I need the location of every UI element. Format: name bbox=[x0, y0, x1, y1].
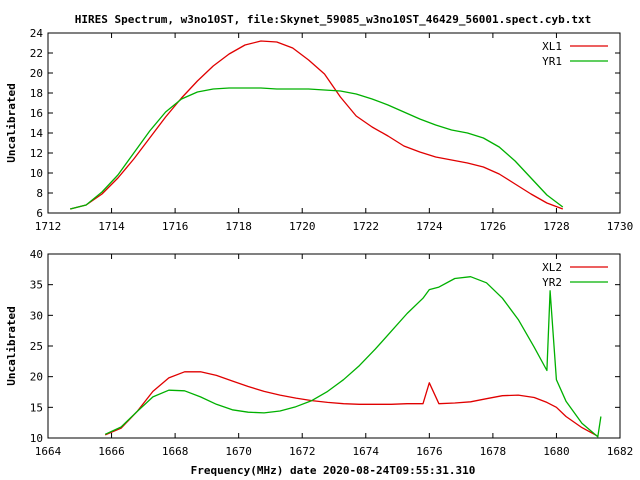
y-tick-label: 18 bbox=[30, 87, 43, 100]
x-tick-label: 1712 bbox=[35, 220, 62, 233]
x-tick-label: 1676 bbox=[416, 445, 443, 458]
x-tick-label: 1730 bbox=[607, 220, 634, 233]
x-tick-label: 1682 bbox=[607, 445, 634, 458]
y-tick-label: 20 bbox=[30, 67, 43, 80]
legend-label: XL2 bbox=[542, 261, 562, 274]
y-tick-label: 10 bbox=[30, 432, 43, 445]
figure-title: HIRES Spectrum, w3no10ST, file:Skynet_59… bbox=[75, 13, 592, 26]
y-tick-label: 20 bbox=[30, 371, 43, 384]
x-axis-label: Frequency(MHz) date 2020-08-24T09:55:31.… bbox=[191, 464, 476, 477]
y-tick-label: 14 bbox=[30, 127, 44, 140]
y-tick-label: 30 bbox=[30, 309, 43, 322]
x-tick-label: 1680 bbox=[543, 445, 570, 458]
x-tick-label: 1722 bbox=[353, 220, 380, 233]
series-line-xl2 bbox=[104, 371, 599, 437]
x-tick-label: 1668 bbox=[162, 445, 189, 458]
x-tick-label: 1664 bbox=[35, 445, 62, 458]
x-tick-label: 1670 bbox=[225, 445, 252, 458]
y-tick-label: 8 bbox=[36, 187, 43, 200]
x-tick-label: 1714 bbox=[98, 220, 125, 233]
x-tick-label: 1666 bbox=[98, 445, 125, 458]
x-tick-label: 1674 bbox=[353, 445, 380, 458]
y-axis-label: Uncalibrated bbox=[5, 306, 18, 385]
y-tick-label: 22 bbox=[30, 47, 43, 60]
x-tick-label: 1678 bbox=[480, 445, 507, 458]
series-line-xl1 bbox=[70, 40, 564, 210]
top-plot: 1712 1714 1716 1718 1720 1722 1724 1726 1728 1730… bbox=[5, 27, 633, 233]
legend-label: YR1 bbox=[542, 55, 562, 68]
x-tick-label: 1718 bbox=[225, 220, 252, 233]
bottom-plot: 1664 1666 1668 1670 1672 1674 1676 1678 1680 1682… bbox=[5, 248, 633, 458]
y-tick-label: 35 bbox=[30, 279, 43, 292]
x-tick-label: 1720 bbox=[289, 220, 316, 233]
y-tick-label: 12 bbox=[30, 147, 43, 160]
y-tick-label: 16 bbox=[30, 107, 43, 120]
plot-frame bbox=[47, 32, 621, 214]
y-tick-label: 25 bbox=[30, 340, 43, 353]
x-tick-label: 1672 bbox=[289, 445, 316, 458]
legend-label: YR2 bbox=[542, 276, 562, 289]
series-line-yr2 bbox=[104, 276, 602, 438]
y-axis-label: Uncalibrated bbox=[5, 83, 18, 162]
y-tick-label: 10 bbox=[30, 167, 43, 180]
y-tick-label: 6 bbox=[36, 207, 43, 220]
y-tick-label: 24 bbox=[30, 27, 44, 40]
legend-label: XL1 bbox=[542, 40, 562, 53]
y-tick-label: 15 bbox=[30, 401, 43, 414]
y-tick-label: 40 bbox=[30, 248, 43, 261]
x-tick-label: 1728 bbox=[543, 220, 570, 233]
x-tick-label: 1724 bbox=[416, 220, 443, 233]
series-line-yr1 bbox=[70, 87, 564, 210]
x-tick-label: 1716 bbox=[162, 220, 189, 233]
x-tick-label: 1726 bbox=[480, 220, 507, 233]
